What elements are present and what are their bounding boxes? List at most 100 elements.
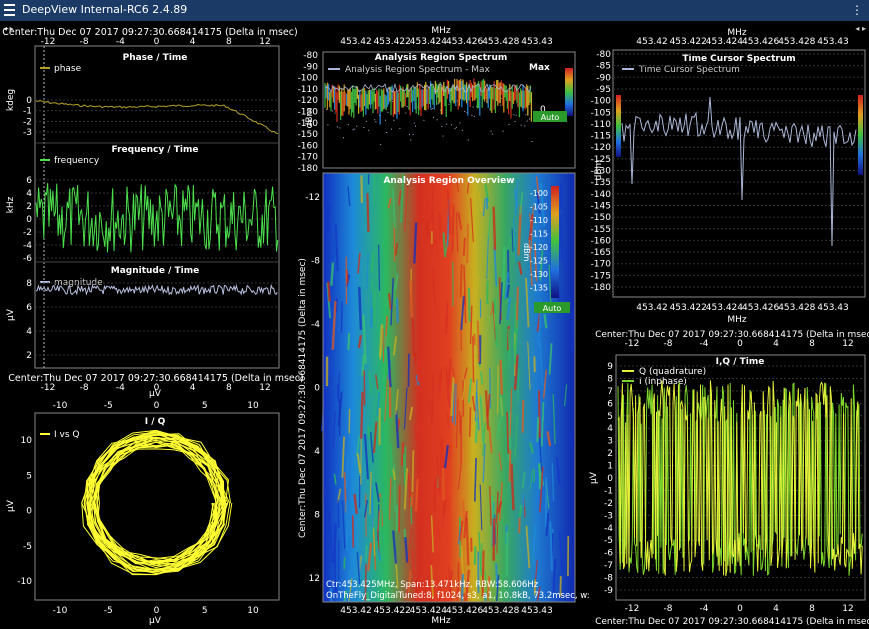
overview-scale-tick: -100 xyxy=(530,189,548,198)
tc-tick-label: -85 xyxy=(596,62,611,72)
iqt-tick-label: 0 xyxy=(607,474,613,484)
freq-tick-label: 453.426 xyxy=(446,606,483,616)
iq-frame xyxy=(34,412,280,601)
iqt-tick-label: 1 xyxy=(607,462,613,472)
iqt-time-tick: -4 xyxy=(700,339,709,349)
iqt-time-tick: -8 xyxy=(664,604,673,614)
iqt-tick-label: -1 xyxy=(604,486,613,496)
left-arrows-icon[interactable]: ◂ ▸ xyxy=(3,24,14,33)
tc-tick-label: -150 xyxy=(591,213,612,223)
time-tick-label: -4 xyxy=(116,37,125,47)
tc-freq-tick: 453.424 xyxy=(706,37,743,47)
iq-top-xlabel: µV xyxy=(149,389,162,399)
spectrum-legend: Analysis Region Spectrum - Max xyxy=(345,65,490,75)
iqt-time-tick: 12 xyxy=(842,339,853,349)
time-tick-label: 8 xyxy=(226,383,232,393)
phase-legend: phase xyxy=(54,64,82,74)
iq-ytick-label: 0 xyxy=(26,507,32,517)
tc-tick-label: -120 xyxy=(591,143,612,153)
tc-tick-label: -140 xyxy=(591,190,612,200)
phase-tick-label: -3 xyxy=(23,128,32,138)
spectrum-tick-label: -110 xyxy=(298,85,319,95)
iqt-time-tick: 8 xyxy=(809,339,815,349)
left-time-panel: Center:Thu Dec 07 2017 09:27:30.66841417… xyxy=(2,27,303,393)
frequency-tick-label: -2 xyxy=(23,228,32,238)
spectrum-tick-label: -90 xyxy=(303,62,318,72)
spectrum-tick-label: -130 xyxy=(298,108,319,118)
tc-freq-tick: 453.428 xyxy=(778,37,815,47)
frequency-tick-label: 2 xyxy=(26,202,32,212)
iqt-tick-label: 5 xyxy=(607,412,613,422)
iqt-time-tick: -8 xyxy=(664,339,673,349)
tc-tick-label: -115 xyxy=(591,132,611,142)
iqt-time-tick: 8 xyxy=(809,604,815,614)
spectrum-color-scale xyxy=(565,68,573,116)
iqt-bottom-axis-label: Center:Thu Dec 07 2017 09:27:30.66841417… xyxy=(595,617,869,627)
iq-ytick-label: 10 xyxy=(21,436,33,446)
hamburger-icon[interactable] xyxy=(4,4,15,16)
tc-tick-label: -130 xyxy=(591,167,612,177)
iq-xtick-label: 5 xyxy=(202,606,208,616)
title-bar: DeepView Internal-RC6 2.4.89 ⋮ xyxy=(0,0,869,21)
frequency-ylabel: kHz xyxy=(6,196,16,213)
frequency-tick-label: -6 xyxy=(23,254,32,264)
tc-freq-tick: 453.422 xyxy=(670,303,707,313)
tc-freq-tick: 453.43 xyxy=(817,37,849,47)
magnitude-trace xyxy=(35,283,278,296)
tc-tick-label: -165 xyxy=(591,248,611,258)
tc-top-unit: MHz xyxy=(727,28,747,38)
overview-auto-button[interactable] xyxy=(534,302,570,313)
tc-tick-label: -170 xyxy=(591,260,612,270)
iq-xtick-label: 0 xyxy=(154,606,160,616)
right-arrows-icon[interactable]: ◂ ▸ xyxy=(855,24,866,33)
freq-tick-label: 453.42 xyxy=(340,606,372,616)
q-trace xyxy=(617,380,863,576)
overview-auto-label: Auto xyxy=(543,304,562,313)
iqt-legend-i: I (inphase) xyxy=(639,377,687,387)
iq-ytick-label: 5 xyxy=(26,471,32,481)
spectrum-auto-button[interactable] xyxy=(533,111,567,122)
iqt-time-tick: -12 xyxy=(625,339,640,349)
tc-tick-label: -145 xyxy=(591,201,611,211)
magnitude-tick-label: 8 xyxy=(26,279,32,289)
left-panel-frame xyxy=(34,45,280,369)
tc-right-color-scale xyxy=(858,95,863,175)
iqt-tick-label: 9 xyxy=(607,362,613,372)
tc-tick-label: -110 xyxy=(591,120,612,130)
freq-tick-label: 453.424 xyxy=(410,606,447,616)
tc-freq-tick: 453.42 xyxy=(636,37,668,47)
spectrum-top-unit: MHz xyxy=(431,26,451,36)
freq-tick-label: 453.426 xyxy=(446,37,483,47)
waterfall-time-tick: 0 xyxy=(314,384,320,394)
iqt-tick-label: 3 xyxy=(607,437,613,447)
iq-xtick-label: -10 xyxy=(53,401,68,411)
tc-frame xyxy=(612,49,866,298)
iq-xtick-label: -5 xyxy=(104,606,113,616)
waterfall-time-tick: -12 xyxy=(305,193,320,203)
tc-tick-label: -135 xyxy=(591,178,611,188)
overview-scale-tick: -110 xyxy=(530,216,548,225)
time-tick-label: -8 xyxy=(80,383,89,393)
iqt-tick-label: -3 xyxy=(604,511,613,521)
tc-freq-tick: 453.424 xyxy=(706,303,743,313)
spectrum-ylabel: dBm xyxy=(305,108,315,129)
time-tick-label: -12 xyxy=(41,383,56,393)
iqt-time-tick: 12 xyxy=(842,604,853,614)
tc-ylabel: dBm xyxy=(594,160,604,181)
spectrum-tick-label: -80 xyxy=(303,51,318,61)
overview-scale-tick: -115 xyxy=(530,230,548,239)
vertical-dots-icon[interactable]: ⋮ xyxy=(851,3,863,17)
iq-bottom-xlabel: µV xyxy=(149,616,162,626)
tc-trace xyxy=(621,96,857,247)
iqt-time-tick: 4 xyxy=(773,604,779,614)
tc-tick-label: -155 xyxy=(591,225,611,235)
spectrum-tick-label: -150 xyxy=(298,130,319,140)
iqt-time-tick: -12 xyxy=(625,604,640,614)
time-tick-label: 8 xyxy=(226,37,232,47)
iqt-time-tick: 0 xyxy=(737,339,743,349)
iqt-time-tick: 4 xyxy=(773,339,779,349)
iqt-tick-label: -4 xyxy=(604,524,613,534)
bottom-time-axis-label: Center:Thu Dec 07 2017 09:27:30.66841417… xyxy=(8,373,303,384)
